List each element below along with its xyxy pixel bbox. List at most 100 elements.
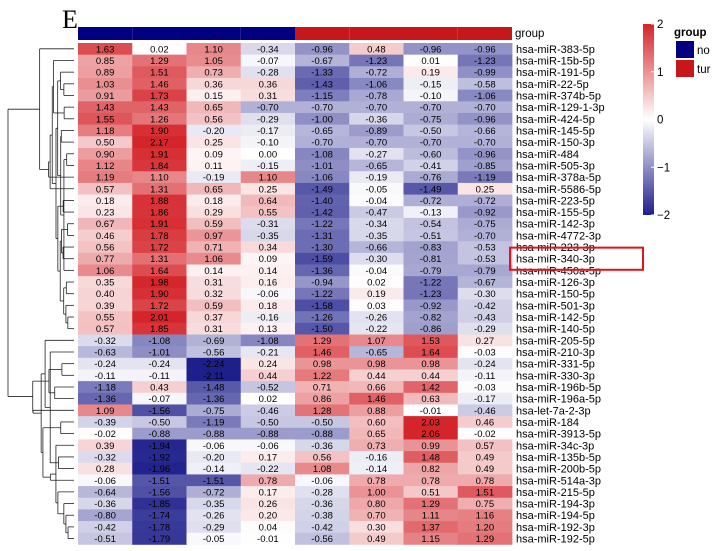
cell-value-label: -0.70 <box>420 138 442 149</box>
heatmap-cell <box>132 171 187 184</box>
heatmap-cell <box>132 194 187 207</box>
heatmap-cell <box>403 381 459 394</box>
cell-value-label: -1.51 <box>149 476 171 487</box>
heatmap-cell <box>457 532 513 545</box>
heatmap-cell <box>240 124 296 137</box>
heatmap-cell <box>295 334 350 347</box>
heatmap-cell <box>295 241 350 254</box>
row-label: hsa-miR-4772-3p <box>516 230 601 242</box>
heatmap-cell <box>295 217 350 230</box>
heatmap-cell <box>186 346 242 359</box>
cell-value-label: -0.02 <box>94 429 116 440</box>
heatmap-cell <box>186 287 242 300</box>
cell-value-label: 0.55 <box>96 313 115 324</box>
heatmap-cell <box>295 124 350 137</box>
group-bar-cell <box>78 27 133 40</box>
heatmap-cell <box>295 427 350 440</box>
heatmap-cell <box>240 392 296 405</box>
cell-value-label: 0.78 <box>421 476 440 487</box>
cell-value-label: 1.64 <box>150 266 169 277</box>
heatmap-cell <box>349 101 404 114</box>
heatmap-cell <box>78 346 133 359</box>
cell-value-label: 0.78 <box>367 476 386 487</box>
heatmap-cell <box>295 392 350 405</box>
heatmap-cell <box>78 182 133 195</box>
color-scale-tick-label: 0 <box>657 115 663 127</box>
row-label: hsa-let-7a-2-3p <box>516 405 591 417</box>
heatmap-cell <box>186 416 242 429</box>
color-scale-tick-label: 2 <box>657 19 663 31</box>
cell-value-label: -1.23 <box>474 56 496 67</box>
heatmap-cell <box>186 171 242 184</box>
cell-value-label: -0.24 <box>149 359 171 370</box>
cell-value-label: -0.07 <box>257 56 279 67</box>
cell-value-label: -1.42 <box>311 208 333 219</box>
cell-value-label: 0.63 <box>421 394 440 405</box>
heatmap-cell <box>295 451 350 464</box>
cell-value-label: 1.12 <box>96 161 115 172</box>
cell-value-label: -0.15 <box>420 79 442 90</box>
cell-value-label: 1.20 <box>476 522 495 533</box>
cell-value-label: 1.15 <box>421 534 440 545</box>
heatmap-cell <box>240 147 296 160</box>
heatmap-cell <box>457 252 513 265</box>
cell-value-label: 0.16 <box>259 278 278 289</box>
heatmap-cell <box>295 77 350 91</box>
heatmap-cell <box>78 217 133 230</box>
heatmap-cell <box>186 462 242 475</box>
heatmap-cell <box>457 474 513 487</box>
cell-value-label: 0.70 <box>367 511 386 522</box>
heatmap-cell <box>349 182 404 195</box>
cell-value-label: 0.13 <box>259 324 278 335</box>
heatmap-cell <box>457 276 513 289</box>
heatmap-cell <box>186 101 242 114</box>
cell-value-label: 0.39 <box>96 301 115 312</box>
group-legend-label: tur <box>697 64 711 76</box>
cell-value-label: -1.23 <box>420 289 442 300</box>
heatmap-cell <box>457 43 513 56</box>
heatmap-cell <box>78 509 133 522</box>
heatmap-cell <box>403 427 459 440</box>
heatmap-cell <box>457 451 513 464</box>
heatmap-cell <box>295 276 350 289</box>
cell-value-label: 1.46 <box>150 79 169 90</box>
heatmap-cell <box>132 66 187 79</box>
cell-value-label: -1.40 <box>311 196 333 207</box>
heatmap-cell <box>240 194 296 207</box>
row-label: hsa-miR-331-5p <box>516 359 595 371</box>
group-bar-cell <box>403 27 458 40</box>
cell-value-label: -0.41 <box>420 161 442 172</box>
heatmap-cell <box>132 427 187 440</box>
cell-value-label: 0.78 <box>259 476 278 487</box>
heatmap-cell <box>295 532 350 545</box>
group-bar-cell <box>186 27 241 40</box>
heatmap-cell <box>78 311 133 324</box>
heatmap-cell <box>186 451 242 464</box>
cell-value-label: 0.14 <box>204 266 223 277</box>
row-label: hsa-miR-194-5p <box>516 510 595 522</box>
heatmap-cell <box>78 392 133 405</box>
heatmap-cell <box>349 136 404 149</box>
cell-value-label: 1.03 <box>96 79 115 90</box>
heatmap-cell <box>186 217 242 230</box>
cell-value-label: 0.36 <box>204 79 223 90</box>
heatmap-cell <box>78 194 133 207</box>
heatmap-cell <box>403 229 459 242</box>
row-labels: hsa-miR-383-5phsa-miR-15b-5phsa-miR-191-… <box>516 44 605 546</box>
cell-value-label: -0.88 <box>311 429 333 440</box>
heatmap-cell <box>403 264 459 277</box>
heatmap-cell <box>403 334 459 347</box>
heatmap-cell <box>186 299 242 312</box>
cell-value-label: -0.03 <box>474 347 496 358</box>
cell-value-label: -0.10 <box>420 91 442 102</box>
cell-value-label: -1.51 <box>203 476 225 487</box>
cell-value-label: -0.02 <box>474 429 496 440</box>
heatmap-cell <box>78 124 133 137</box>
group-bar-cell <box>240 27 295 40</box>
heatmap-cell <box>132 124 187 137</box>
heatmap-cell <box>240 462 296 475</box>
cell-value-label: 0.26 <box>259 499 278 510</box>
cell-value-label: 1.29 <box>476 534 495 545</box>
cell-value-label: -0.29 <box>474 324 496 335</box>
heatmap-cell <box>349 311 404 324</box>
